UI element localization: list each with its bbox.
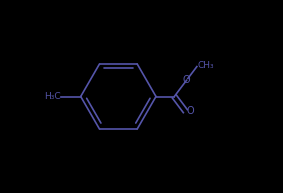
Text: CH₃: CH₃ (198, 62, 215, 70)
Text: H₃C: H₃C (44, 92, 61, 101)
Text: O: O (186, 106, 194, 116)
Text: O: O (183, 75, 190, 85)
